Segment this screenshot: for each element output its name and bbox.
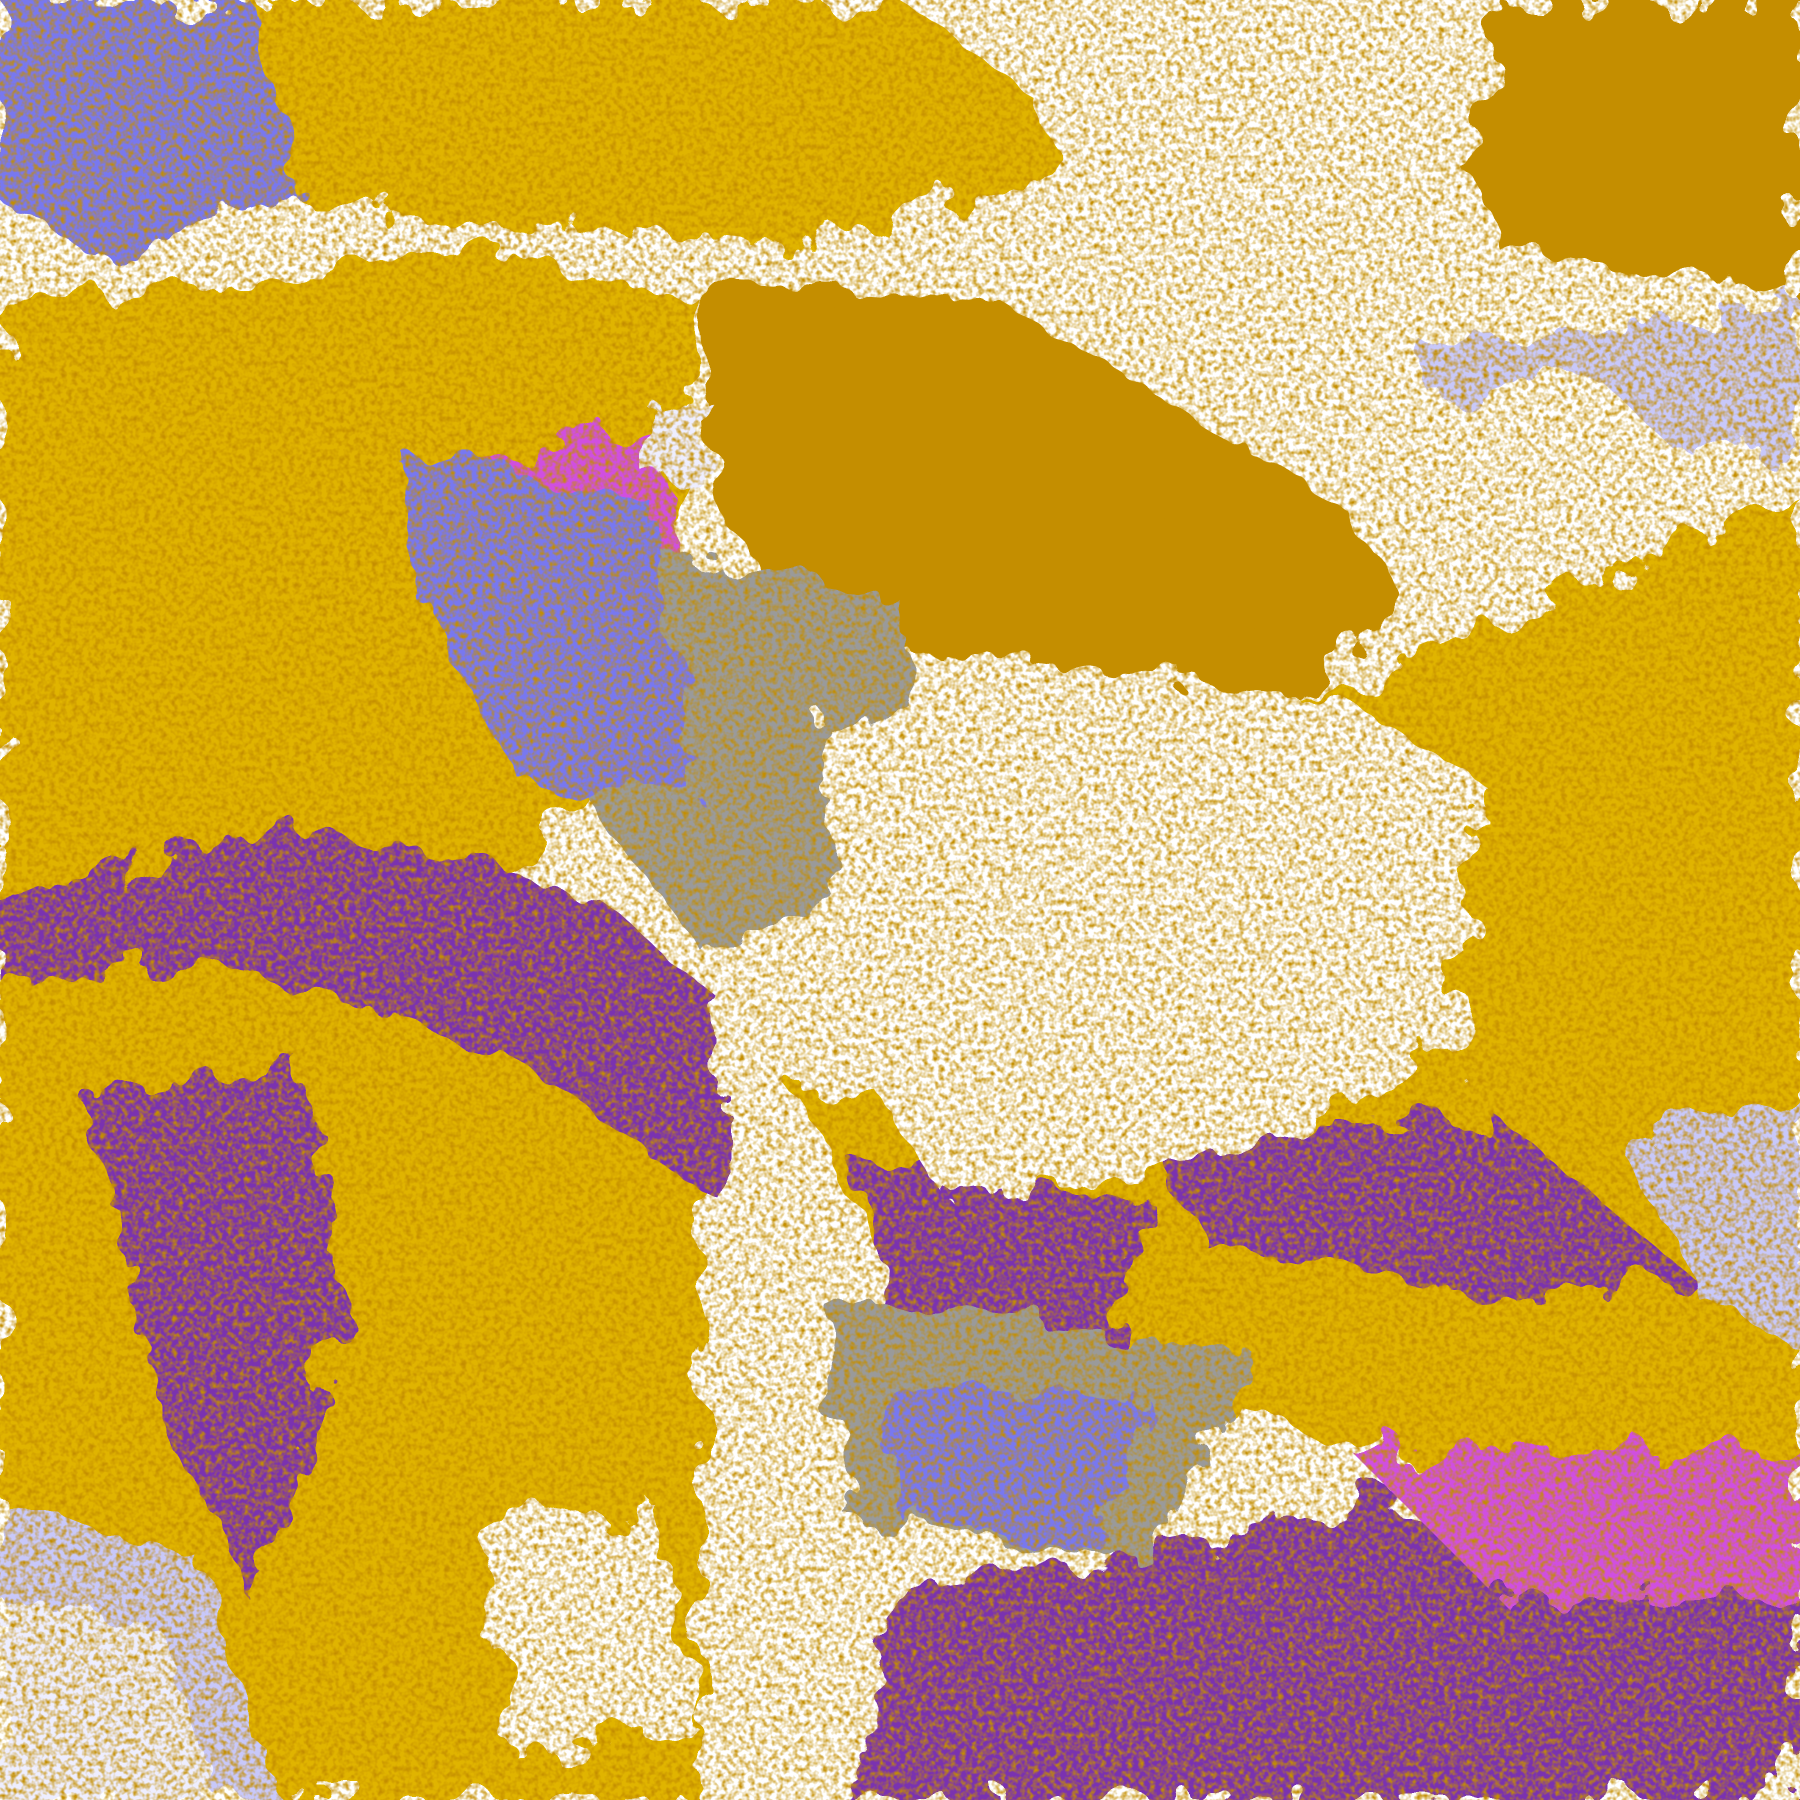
- dark-gold-speckle: [0, 0, 1800, 1800]
- speckle-layer: [0, 0, 1800, 1800]
- satellite-image: [0, 0, 1800, 1800]
